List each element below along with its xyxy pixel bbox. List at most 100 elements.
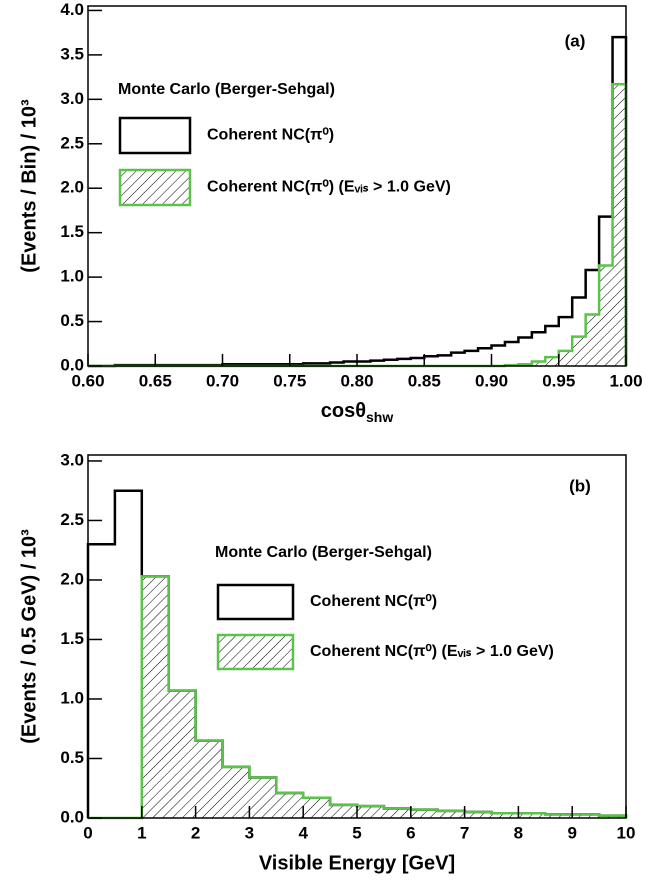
hist-bin — [88, 544, 115, 818]
hist-bin — [518, 338, 531, 366]
y-tick-label: 2.5 — [60, 510, 84, 529]
hist-outline — [88, 575, 628, 820]
hist-bin — [330, 804, 357, 818]
hist-bin — [491, 813, 519, 818]
hist-bin — [545, 326, 558, 366]
hist-bin — [586, 270, 599, 366]
y-tick-label: 3.0 — [60, 89, 84, 108]
x-tick-label: 0.85 — [408, 371, 441, 390]
legend-swatch — [216, 633, 295, 671]
x-tick-label: 0.90 — [475, 371, 508, 390]
y-tick-label: 2.0 — [60, 178, 84, 197]
hist-bin — [599, 217, 612, 366]
hist-bin — [357, 806, 384, 818]
x-tick-label: 4 — [298, 823, 308, 842]
hist-bin — [518, 813, 546, 818]
x-tick-label: 0.60 — [71, 371, 104, 390]
hist-bin — [505, 342, 518, 366]
legend-label: Coherent NC(π⁰) (Eᵥᵢₛ > 1.0 GeV) — [310, 643, 554, 660]
hist-bin — [478, 348, 491, 366]
x-axis-label-part: cosθ — [321, 400, 366, 422]
x-tick-label: 6 — [406, 823, 415, 842]
y-tick-label: 1.5 — [60, 222, 84, 241]
hist-bin — [410, 809, 438, 818]
hist-bin — [169, 691, 196, 818]
y-tick-label: 3.0 — [60, 450, 84, 469]
hist-bin — [115, 491, 142, 818]
x-tick-label: 0.80 — [340, 371, 373, 390]
x-tick-label: 10 — [617, 823, 636, 842]
x-tick-label: 2 — [191, 823, 200, 842]
hist-bin — [223, 767, 250, 818]
y-tick-label: 2.0 — [60, 569, 84, 588]
y-tick-label: 4.0 — [60, 0, 84, 19]
x-tick-label: 9 — [567, 823, 576, 842]
hist-bin — [572, 298, 585, 366]
y-tick-label: 1.0 — [60, 267, 84, 286]
hist-bin — [558, 350, 573, 366]
x-tick-label: 0 — [83, 823, 92, 842]
x-axis-label: cosθshw — [321, 400, 394, 424]
hist-bin — [437, 810, 465, 818]
legend-swatch — [118, 168, 192, 207]
hist-bin — [330, 805, 357, 818]
hist-bin — [142, 576, 169, 818]
y-tick-label: 0.0 — [60, 355, 84, 374]
hist-bin — [424, 356, 437, 366]
hist-bin — [141, 576, 169, 818]
legend-label: Coherent NC(π⁰) — [207, 127, 334, 144]
x-tick-label: 0.75 — [273, 371, 306, 390]
x-tick-label: 0.95 — [542, 371, 575, 390]
hist-bin — [249, 777, 277, 818]
hist-bin — [572, 336, 586, 366]
legend-label: Coherent NC(π⁰) (Eᵥᵢₛ > 1.0 GeV) — [207, 179, 451, 196]
hist-bin — [357, 806, 384, 818]
y-tick-label: 3.5 — [60, 44, 84, 63]
hist-bin — [383, 808, 411, 818]
x-tick-label: 8 — [514, 823, 523, 842]
hist-bin — [545, 357, 559, 366]
x-tick-label: 3 — [245, 823, 254, 842]
y-tick-label: 1.0 — [60, 688, 84, 707]
y-tick-label: 2.5 — [60, 133, 84, 152]
hist-bin — [249, 778, 276, 818]
hist-bin — [196, 741, 223, 818]
legend-swatch — [118, 116, 192, 155]
x-axis-label-part: shw — [366, 409, 393, 425]
legend-title: Monte Carlo (Berger-Sehgal) — [215, 544, 432, 561]
x-tick-label: 5 — [352, 823, 361, 842]
hist-bin — [599, 265, 613, 366]
hist-bin — [303, 798, 330, 818]
legend-swatch — [216, 583, 295, 621]
hist-bin — [451, 353, 464, 366]
y-axis-label: (Events / Bin) / 10³ — [18, 99, 40, 273]
x-tick-label: 0.70 — [206, 371, 239, 390]
hist-bin — [384, 808, 411, 818]
hist-bin — [168, 690, 196, 818]
y-axis-label: (Events / 0.5 GeV) / 10³ — [18, 529, 40, 744]
x-tick-label: 1.00 — [609, 371, 642, 390]
x-axis-label: Visible Energy [GeV] — [259, 852, 455, 874]
hist-bin — [464, 812, 492, 818]
hist-bin — [531, 361, 546, 366]
hist-bin — [303, 797, 331, 818]
x-tick-label: 1 — [137, 823, 146, 842]
hist-bin — [559, 317, 572, 366]
y-tick-label: 0.5 — [60, 748, 84, 767]
hist-bin — [465, 351, 478, 366]
legend-title: Monte Carlo (Berger-Sehgal) — [118, 81, 335, 98]
hist-bin — [585, 314, 600, 366]
y-tick-label: 0.0 — [60, 807, 84, 826]
hist-bin — [438, 355, 451, 366]
hist-bin — [545, 814, 573, 818]
hist-bin — [222, 766, 250, 818]
x-tick-label: 0.65 — [139, 371, 172, 390]
panel-tag: (a) — [565, 31, 586, 50]
hist-bin — [612, 84, 626, 366]
y-tick-label: 0.5 — [60, 311, 84, 330]
hist-bin — [572, 814, 600, 818]
y-tick-label: 1.5 — [60, 629, 84, 648]
legend-label: Coherent NC(π⁰) — [310, 593, 437, 610]
x-tick-label: 7 — [460, 823, 469, 842]
